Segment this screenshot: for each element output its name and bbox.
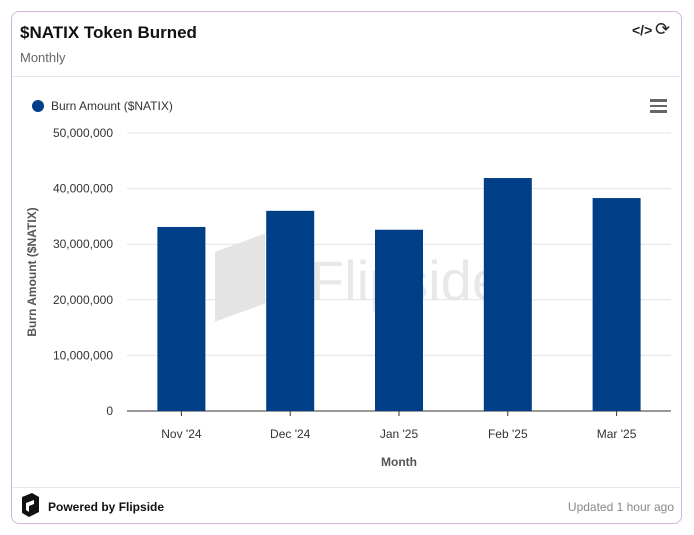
bar[interactable] [483, 178, 532, 411]
y-tick-label: 20,000,000 [53, 293, 113, 307]
x-tick-label: Nov '24 [161, 427, 202, 441]
y-tick-label: 30,000,000 [53, 237, 113, 251]
chart-title: $NATIX Token Burned [20, 23, 197, 42]
footer-divider [12, 487, 682, 488]
refresh-icon[interactable]: ⟳ [655, 19, 671, 39]
legend-item[interactable]: Burn Amount ($NATIX) [32, 99, 173, 113]
chart-subtitle: Monthly [20, 50, 66, 65]
x-tick-label: Jan '25 [380, 427, 419, 441]
watermark-logo [215, 233, 265, 322]
bar[interactable] [592, 198, 641, 411]
y-tick-label: 40,000,000 [53, 182, 113, 196]
header-divider [12, 76, 682, 77]
x-tick-label: Dec '24 [270, 427, 311, 441]
x-tick-label: Feb '25 [488, 427, 528, 441]
chart-card [11, 11, 682, 524]
powered-by[interactable]: Powered by Flipside [48, 500, 165, 514]
legend-label: Burn Amount ($NATIX) [51, 99, 173, 113]
bar[interactable] [157, 226, 206, 411]
menu-icon[interactable] [650, 99, 667, 116]
bar[interactable] [266, 210, 315, 411]
code-icon[interactable]: </> [632, 22, 653, 38]
y-axis-label: Burn Amount ($NATIX) [25, 207, 39, 336]
y-tick-label: 50,000,000 [53, 126, 113, 140]
y-tick-label: 0 [106, 404, 113, 418]
x-axis-label: Month [381, 455, 417, 469]
bar[interactable] [375, 229, 423, 411]
x-tick-label: Mar '25 [597, 427, 637, 441]
legend-marker [32, 100, 44, 112]
updated-time: Updated 1 hour ago [567, 500, 674, 514]
y-tick-label: 10,000,000 [53, 348, 113, 362]
